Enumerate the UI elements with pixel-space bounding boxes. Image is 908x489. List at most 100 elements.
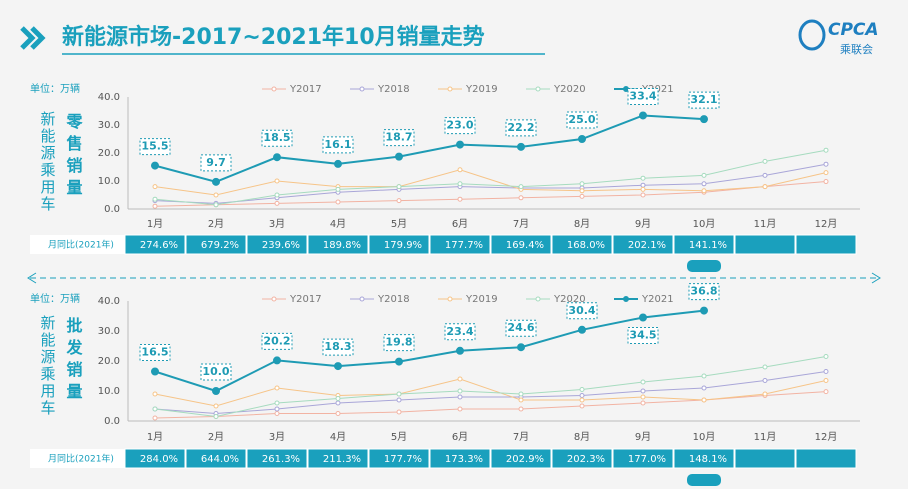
data-label-box [383,334,415,352]
yoy-cell [551,234,613,255]
point [151,161,159,170]
x-tick-label: 11月 [754,218,777,230]
yoy-label: 月同比(2021年) [48,239,114,251]
point [823,170,829,176]
yoy-value: 177.0% [628,454,666,465]
yoy-value: 177.7% [384,454,422,465]
legend-label: Y2021 [641,294,674,305]
point [701,188,707,194]
yoy-value: 168.0% [567,240,605,251]
data-label: 23.4 [446,325,473,338]
data-label-box [505,119,537,137]
data-label: 20.2 [263,334,290,347]
y-tick-label: 0.0 [104,416,120,427]
yoy-value: 202.3% [567,454,605,465]
x-tick-label: 12月 [815,218,838,230]
point [579,181,585,187]
point [640,192,646,198]
legend-label: Y2019 [465,294,498,305]
yoy-cell [124,234,186,255]
legend-label: Y2019 [465,84,498,95]
yoy-cell [185,234,247,255]
point [457,196,463,202]
yoy-value: 179.9% [384,240,422,251]
point [701,385,707,391]
point [639,111,647,120]
x-tick-label: 10月 [693,431,716,443]
x-tick-label: 5月 [391,218,407,230]
point [335,400,341,406]
unit-label: 单位：万辆 [30,292,80,305]
yoy-cell [551,448,613,469]
point [274,200,280,206]
point [823,354,829,359]
point [701,373,707,379]
point [396,397,402,403]
data-label-box [566,302,598,320]
legend-label: Y2020 [553,84,586,95]
x-tick-label: 1月 [147,218,163,230]
x-tick-label: 6月 [452,431,468,443]
point [640,379,646,385]
point [396,409,402,415]
yoy-value: 173.3% [445,454,483,465]
yoy-cell [368,234,430,255]
x-tick-label: 8月 [574,218,590,230]
point [518,397,524,403]
series-line [154,163,827,204]
legend-marker [359,86,365,92]
point [213,403,219,409]
point [517,142,525,151]
data-label-box [261,129,293,147]
x-tick-label: 4月 [330,431,346,443]
point [762,158,768,164]
yoy-value: 148.1% [689,454,727,465]
point [518,184,524,190]
yoy-value: 274.6% [140,240,178,251]
legend-marker [359,296,365,302]
point [213,414,219,419]
point [578,135,586,143]
point [579,193,585,199]
car-icon [687,260,721,272]
point [212,177,220,186]
x-tick-label: 2月 [208,431,224,443]
yoy-cell [429,234,491,255]
chart-title: 批发销量 [64,316,84,405]
legend-label: Y2017 [289,294,322,305]
data-label: 22.2 [507,121,534,134]
series-line [154,169,827,196]
point [457,167,463,173]
point [640,388,646,394]
yoy-cell [612,234,674,255]
yoy-cell [307,234,369,255]
y-tick-label: 20.0 [98,356,120,367]
y-tick-label: 20.0 [98,148,120,159]
data-label: 25.0 [568,113,595,126]
point [762,172,768,178]
x-tick-label: 5月 [391,431,407,443]
legend-marker [447,296,453,302]
yoy-value: 202.9% [506,454,544,465]
data-label: 23.0 [446,119,473,132]
divider-arrows [27,272,881,284]
point [700,115,708,124]
yoy-cell [673,448,735,469]
point [457,388,463,394]
data-label: 9.7 [206,156,226,169]
point [457,181,463,187]
legend-marker [535,86,541,92]
series-line [154,309,705,393]
point [274,406,280,412]
point [518,195,524,201]
point [762,364,768,370]
data-label: 19.8 [385,336,412,349]
point [639,313,647,322]
y-tick-label: 30.0 [98,120,120,131]
point [274,411,280,416]
x-tick-label: 7月 [513,218,529,230]
point [823,389,829,395]
logo: CPCA [828,20,879,40]
side-label: 新能源乘用车 [39,315,57,417]
